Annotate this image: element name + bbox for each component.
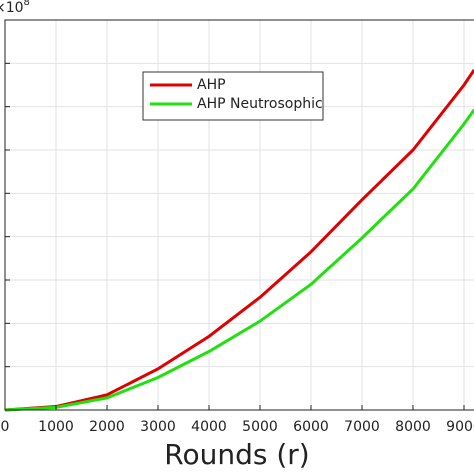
x-tick-label: 2000 xyxy=(89,419,125,435)
legend-box xyxy=(142,71,324,121)
x-tick-label: 9000 xyxy=(446,419,474,435)
x-tick-label: 3000 xyxy=(140,419,176,435)
x-axis-label: Rounds (r) xyxy=(164,438,309,471)
x-tick-label: 4000 xyxy=(191,419,227,435)
series-line xyxy=(4,108,474,412)
legend-label: AHP Neutrosophic xyxy=(197,96,323,112)
x-tick-label: 6000 xyxy=(293,419,329,435)
lines xyxy=(4,68,474,412)
y-multiplier: ×108 xyxy=(0,0,30,16)
x-tick-label: 8000 xyxy=(395,419,431,435)
y-exponent: 8 xyxy=(24,0,30,8)
series-line xyxy=(4,68,474,412)
x-tick-label: 7000 xyxy=(344,419,380,435)
legend-label: AHP xyxy=(197,77,226,93)
x-tick-label: 0 xyxy=(1,419,10,435)
y-multiplier-base: ×10 xyxy=(0,0,24,16)
x-tick-label: 1000 xyxy=(38,419,74,435)
x-tick-label: 5000 xyxy=(242,419,278,435)
plot-frame xyxy=(4,19,474,411)
legend: AHP AHP Neutrosophic xyxy=(142,71,324,121)
